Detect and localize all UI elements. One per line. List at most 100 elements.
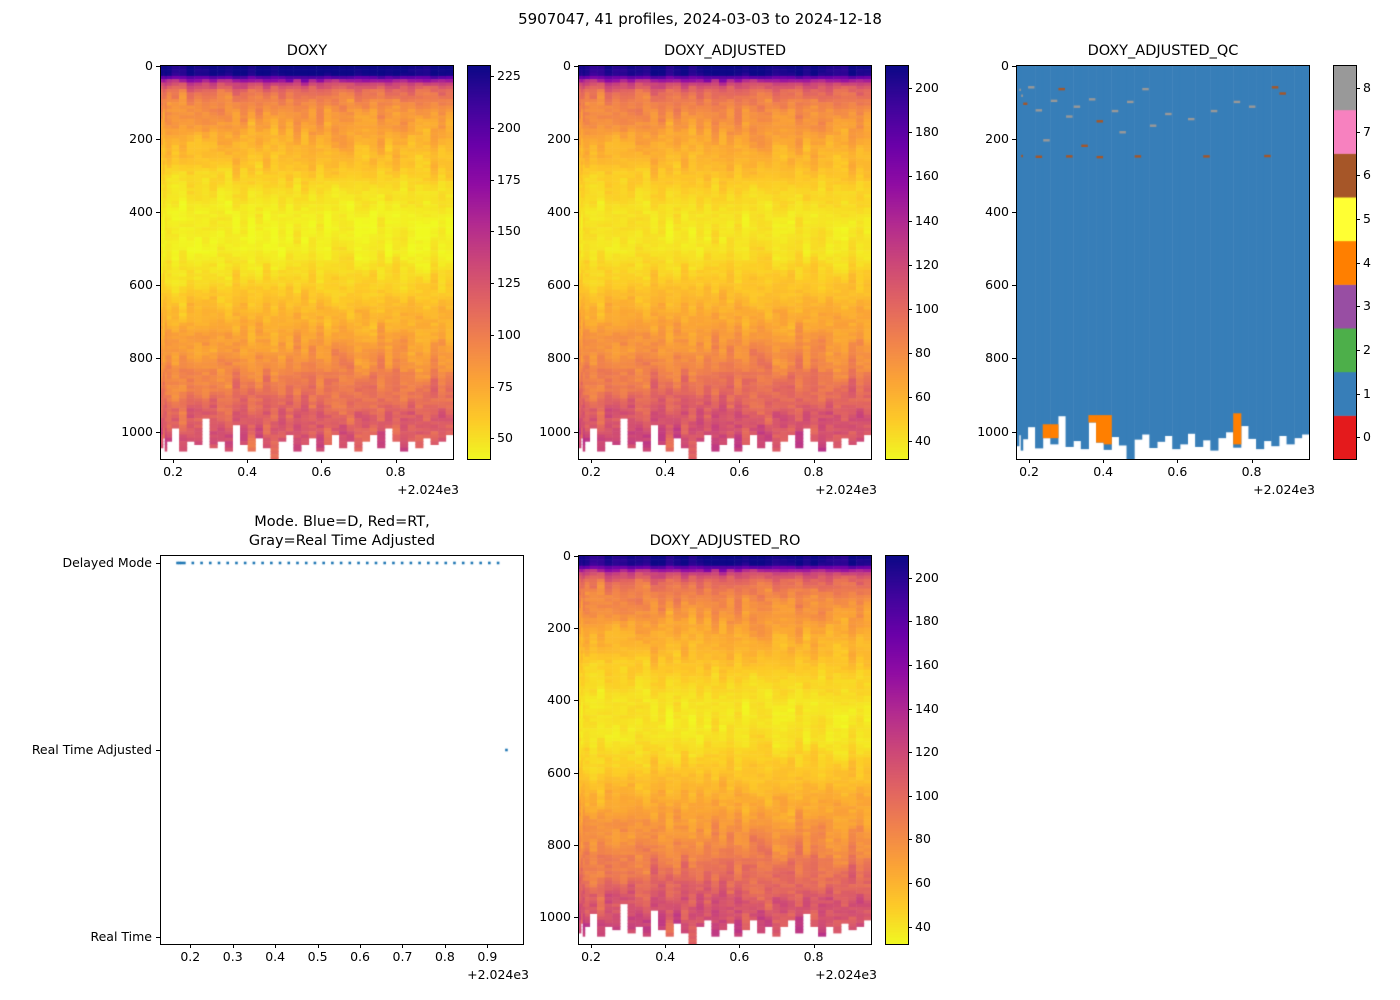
x-tick-mark	[487, 944, 489, 948]
y-tick-mark	[1012, 358, 1016, 360]
x-tick-mark	[591, 944, 593, 948]
colorbar-tick-label: 125	[497, 274, 521, 290]
y-tick-label: 0	[563, 57, 571, 73]
x-tick-label: 0.8	[1241, 464, 1262, 479]
subplot-doxy-adjusted: DOXY_ADJUSTED +2.024e3 0.2 0.4 0.6 0.8 0 200 4…	[539, 43, 877, 497]
colorbar-tick-label: 180	[915, 123, 939, 139]
subplot-doxy-title: DOXY	[286, 43, 328, 60]
colorbar-tick-label: 150	[497, 223, 521, 239]
y-tick-mark	[574, 212, 578, 214]
colorbar-tick-mark	[908, 88, 912, 90]
doxy-adjusted-colorbar: 200 180 160 140 120 100 80 60 40	[885, 65, 939, 460]
colorbar-tick-mark	[1356, 175, 1360, 177]
x-tick-label: 0.4	[237, 464, 258, 479]
colorbar-tick-label: 100	[497, 326, 521, 342]
colorbar-tick-mark	[490, 76, 494, 78]
colorbar-tick-mark	[1356, 349, 1360, 351]
colorbar-tick-mark	[908, 308, 912, 310]
doxy-colorbar-canvas	[468, 66, 490, 459]
x-tick-label: 0.6	[1167, 464, 1188, 479]
qc-x-offset-label: +2.024e3	[1253, 482, 1315, 497]
colorbar-tick-label: 80	[915, 831, 931, 847]
x-tick-label: 0.9	[477, 949, 498, 964]
x-tick-label: 0.8	[803, 464, 824, 479]
colorbar-tick-mark	[908, 795, 912, 797]
x-tick-mark	[395, 459, 397, 463]
colorbar-tick-label: 3	[1363, 297, 1371, 313]
colorbar-tick-mark	[908, 926, 912, 928]
y-tick-mark	[156, 285, 160, 287]
qc-colorbar-canvas	[1334, 66, 1356, 459]
qc-colorbar: 0 1 2 3 4 5 6 7 8	[1333, 65, 1371, 460]
ro-x-offset-label: +2.024e3	[815, 967, 877, 982]
colorbar-tick-label: 7	[1363, 123, 1371, 139]
x-tick-label: 0.4	[1093, 464, 1114, 479]
y-tick-label: 400	[547, 692, 571, 708]
colorbar-tick-mark	[490, 231, 494, 233]
y-tick-mark	[156, 212, 160, 214]
y-tick-mark	[1012, 285, 1016, 287]
colorbar-tick-label: 120	[915, 743, 939, 759]
subplot-doxy-adjusted-ro-title: DOXY_ADJUSTED_RO	[649, 533, 801, 550]
colorbar-tick-label: 40	[915, 918, 931, 934]
colorbar-tick-mark	[908, 176, 912, 178]
y-tick-mark	[574, 628, 578, 630]
y-tick-mark	[574, 844, 578, 846]
colorbar-tick-mark	[908, 577, 912, 579]
doxy-colorbar: 225 200 175 150 125 100 75 50	[467, 65, 521, 460]
colorbar-tick-label: 40	[915, 433, 931, 449]
colorbar-tick-mark	[490, 438, 494, 440]
x-tick-label: 0.8	[434, 949, 455, 964]
y-tick-label: 0	[563, 547, 571, 563]
y-tick-mark	[156, 358, 160, 360]
x-tick-label: 0.6	[350, 949, 370, 964]
colorbar-tick-mark	[908, 708, 912, 710]
x-tick-mark	[444, 944, 446, 948]
x-tick-mark	[232, 944, 234, 948]
y-tick-mark	[574, 431, 578, 433]
colorbar-tick-label: 225	[497, 68, 521, 84]
colorbar-tick-label: 1	[1363, 385, 1371, 401]
x-tick-label: 0.4	[655, 464, 676, 479]
y-tick-mark	[1012, 139, 1016, 141]
x-tick-mark	[190, 944, 192, 948]
colorbar-tick-label: 120	[915, 256, 939, 272]
colorbar-tick-mark	[1356, 393, 1360, 395]
mode-y-tick-mark	[156, 562, 160, 564]
colorbar-tick-mark	[1356, 218, 1360, 220]
x-tick-label: 0.2	[581, 949, 601, 964]
y-tick-label: 800	[985, 350, 1009, 366]
colorbar-tick-label: 2	[1363, 341, 1371, 357]
y-tick-label: 600	[129, 277, 153, 293]
y-tick-label: 800	[547, 836, 571, 852]
colorbar-tick-label: 60	[915, 388, 931, 404]
y-tick-label: 1000	[977, 423, 1009, 439]
y-tick-label: 200	[547, 130, 571, 146]
x-tick-mark	[1103, 459, 1105, 463]
x-tick-label: 0.3	[222, 949, 243, 964]
mode-scatter	[161, 556, 523, 944]
colorbar-tick-mark	[1356, 131, 1360, 133]
x-tick-label: 0.5	[307, 949, 328, 964]
colorbar-tick-mark	[1356, 306, 1360, 308]
x-tick-mark	[1177, 459, 1179, 463]
x-tick-mark	[813, 459, 815, 463]
x-tick-mark	[1251, 459, 1253, 463]
colorbar-tick-mark	[908, 441, 912, 443]
x-tick-mark	[317, 944, 319, 948]
mode-category-label: Delayed Mode	[62, 554, 152, 570]
colorbar-tick-mark	[490, 386, 494, 388]
colorbar-tick-label: 4	[1363, 254, 1371, 270]
colorbar-tick-label: 50	[497, 430, 513, 446]
x-tick-label: 0.8	[803, 949, 824, 964]
colorbar-tick-mark	[490, 179, 494, 181]
colorbar-tick-mark	[1356, 262, 1360, 264]
subplot-doxy: DOXY +2.024e3 0.2 0.4 0.6 0.8 0 200 400 600 800 1…	[121, 43, 459, 497]
y-tick-mark	[574, 916, 578, 918]
doxy-adjusted-ro-heatmap	[579, 556, 871, 944]
ro-colorbar-canvas	[886, 556, 908, 944]
doxy-adjusted-qc-heatmap	[1017, 66, 1309, 459]
y-tick-mark	[156, 431, 160, 433]
y-tick-label: 1000	[121, 423, 153, 439]
subplot-doxy-adjusted-qc: DOXY_ADJUSTED_QC +2.024e3 0.2 0.4 0.6 0.8 0 2…	[977, 43, 1315, 497]
